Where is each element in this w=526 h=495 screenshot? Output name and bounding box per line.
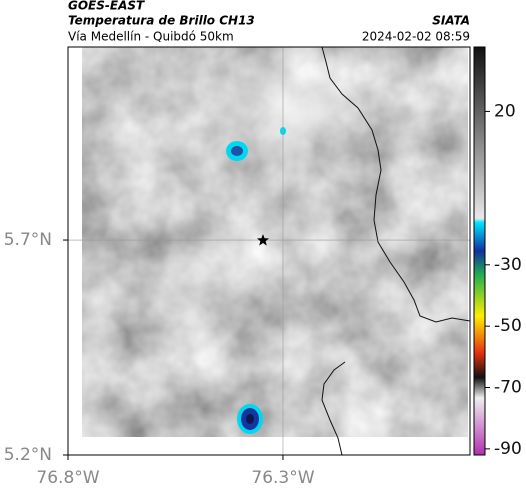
y-tick-label: 5.2°N <box>4 445 52 465</box>
bright-cloud <box>200 47 380 180</box>
colorbar-tick-label: -90 <box>494 439 522 459</box>
location-star <box>257 234 269 246</box>
satellite-image <box>82 47 468 437</box>
subtitle: Temperatura de Brillo CH13 <box>68 14 255 28</box>
map-frame <box>67 46 471 456</box>
cold-top <box>246 414 254 424</box>
cold-top <box>231 146 243 156</box>
border-line <box>321 46 471 323</box>
border-line <box>321 361 346 456</box>
title: GOES-EAST <box>68 0 145 13</box>
borders <box>321 46 471 456</box>
colorbar <box>473 46 486 456</box>
y-tick-label: 5.7°N <box>4 230 52 250</box>
x-tick-label: 76.3°W <box>251 468 314 488</box>
colorbar-tick-label: -30 <box>494 255 522 275</box>
colorbar-tick-label: -70 <box>494 378 522 398</box>
colorbar-tick-label: -50 <box>494 316 522 336</box>
timestamp: 2024-02-02 08:59 <box>362 30 470 44</box>
bright-cloud <box>90 220 310 340</box>
colorbar-tick-label: 20 <box>494 101 516 121</box>
source: SIATA <box>432 14 470 28</box>
location: Vía Medellín - Quibdó 50km <box>68 30 234 44</box>
x-tick-label: 76.8°W <box>36 468 99 488</box>
header: GOES-EAST Temperatura de Brillo CH13 Vía… <box>68 0 470 44</box>
